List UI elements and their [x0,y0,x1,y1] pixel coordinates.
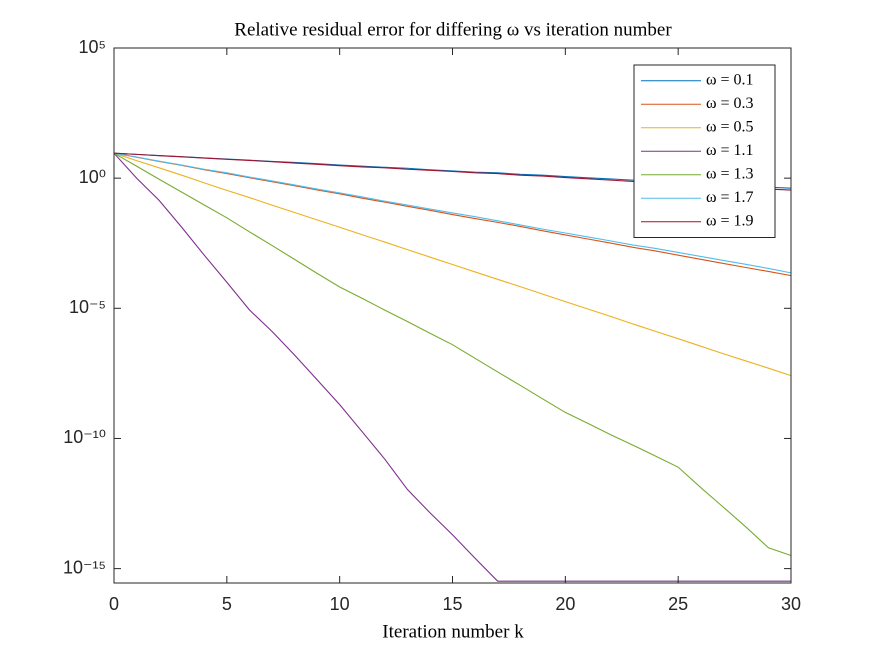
x-tick-label: 15 [442,594,462,614]
x-tick-label: 25 [668,594,688,614]
legend-label: ω = 1.1 [706,142,754,159]
x-tick-label: 10 [330,594,350,614]
y-tick-label: 10⁵ [79,37,106,57]
y-tick-label: 10⁻¹⁰ [63,427,106,447]
x-tick-label: 0 [109,594,119,614]
series-line [113,152,792,274]
legend-label: ω = 0.1 [706,71,754,88]
legend-label: ω = 1.7 [706,189,754,206]
legend-label: ω = 0.5 [706,118,754,135]
chart-title: Relative residual error for differing ω … [234,19,672,40]
y-tick-label: 10⁻⁵ [69,297,106,317]
legend: ω = 0.1 ω = 0.3 ω = 0.5 ω = 1.1 ω = 1.3 ω = 1… [633,64,776,238]
series-line [113,152,792,556]
legend-label: ω = 1.9 [706,212,754,229]
x-tick-label: 30 [781,594,801,614]
x-axis-label: Iteration number k [382,621,524,642]
y-tick-label: 10⁻¹⁵ [63,557,106,577]
y-tick-label: 10⁰ [79,167,106,187]
legend-label: ω = 1.3 [706,165,754,182]
series-line [113,152,792,377]
x-tick-label: 20 [555,594,575,614]
legend-label: ω = 0.3 [706,95,754,112]
x-tick-label: 5 [222,594,232,614]
series-line [113,152,792,277]
